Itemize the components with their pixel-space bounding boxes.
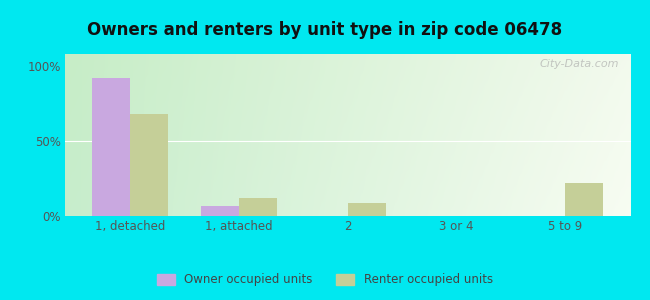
Bar <box>566 183 603 216</box>
Text: Owners and renters by unit type in zip code 06478: Owners and renters by unit type in zip c… <box>88 21 562 39</box>
Bar <box>130 114 168 216</box>
Text: City-Data.com: City-Data.com <box>540 59 619 69</box>
Bar <box>348 202 386 216</box>
Legend: Owner occupied units, Renter occupied units: Owner occupied units, Renter occupied un… <box>153 269 497 291</box>
Bar <box>201 206 239 216</box>
Bar <box>239 198 277 216</box>
Bar <box>92 78 130 216</box>
